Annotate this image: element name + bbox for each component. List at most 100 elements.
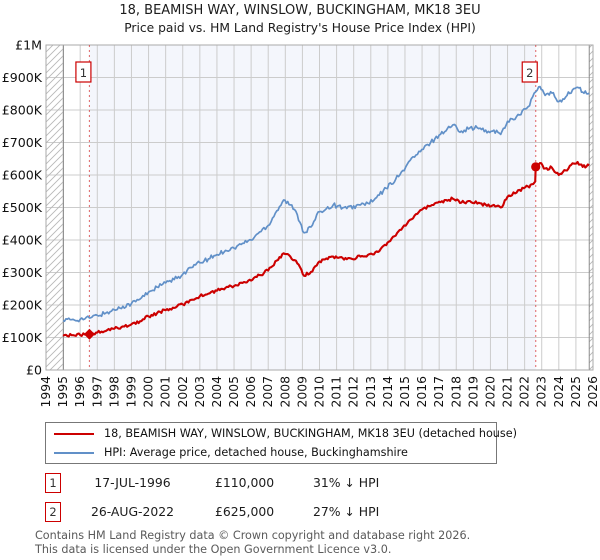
x-tick: 2020 xyxy=(482,376,497,408)
y-tick-label: £1M xyxy=(15,38,42,53)
x-tick-label: 2002 xyxy=(175,376,190,408)
chart-subtitle: Price paid vs. HM Land Registry's House … xyxy=(124,21,476,35)
x-tick-label: 2020 xyxy=(482,376,497,408)
x-tick: 2015 xyxy=(397,376,412,408)
x-tick-label: 2012 xyxy=(346,376,361,408)
x-tick-label: 2023 xyxy=(534,376,549,408)
x-tick-label: 2019 xyxy=(465,376,480,408)
x-tick-label: 2008 xyxy=(277,376,292,408)
series-line-property xyxy=(62,160,590,338)
series-line-hpi xyxy=(62,85,590,323)
transaction-number-badge: 1 xyxy=(45,473,61,493)
x-tick-label: 2022 xyxy=(517,376,532,408)
legend-swatch xyxy=(54,451,94,454)
sale-marker-1 xyxy=(83,328,95,340)
x-tick-label: 2007 xyxy=(260,376,275,408)
transaction-date: 26-AUG-2022 xyxy=(90,504,175,519)
copyright-line2: This data is licensed under the Open Gov… xyxy=(35,542,392,556)
x-tick: 2009 xyxy=(294,376,309,408)
transaction-price: £625,000 xyxy=(215,504,275,519)
y-tick-label: £500K xyxy=(2,200,43,215)
x-tick: 2018 xyxy=(448,376,463,408)
y-tick-label: £800K xyxy=(2,103,43,118)
x-tick: 1996 xyxy=(72,376,87,408)
x-tick-label: 2021 xyxy=(500,376,515,408)
sale-label-box-1 xyxy=(75,61,92,83)
price-chart-canvas: 1 2 £0 £100K £200K £300K £400K £500K £600K £700K £… xyxy=(2,38,600,408)
x-tick-label: 2011 xyxy=(329,376,344,408)
x-tick: 2008 xyxy=(277,376,292,408)
no-data-hatch xyxy=(589,45,593,370)
transaction-row-2: 2 26-AUG-2022 £625,000 27% ↓ HPI xyxy=(0,502,600,524)
x-tick: 2010 xyxy=(312,376,327,408)
legend-entry-1: HPI: Average price, detached house, Buck… xyxy=(46,443,496,462)
x-tick: 2025 xyxy=(568,376,583,408)
x-tick-label: 2016 xyxy=(414,376,429,408)
x-tick-label: 2014 xyxy=(380,376,395,408)
x-tick: 2016 xyxy=(414,376,429,408)
x-tick-label: 2005 xyxy=(226,376,241,408)
x-tick: 2019 xyxy=(465,376,480,408)
no-data-hatch xyxy=(46,45,64,370)
x-tick: 2011 xyxy=(329,376,344,408)
x-tick: 1999 xyxy=(123,376,138,408)
x-tick-label: 2003 xyxy=(192,376,207,408)
y-tick-label: £900K xyxy=(2,70,43,85)
x-tick: 2022 xyxy=(517,376,532,408)
x-tick: 2001 xyxy=(158,376,173,408)
x-tick-label: 2006 xyxy=(243,376,258,408)
x-tick-label: 1994 xyxy=(38,376,53,408)
sale-label-box-2 xyxy=(521,61,538,83)
x-tick: 2003 xyxy=(192,376,207,408)
y-tick-label: £300K xyxy=(2,265,43,280)
transaction-number-badge: 2 xyxy=(45,502,61,522)
x-tick: 2004 xyxy=(209,376,224,408)
transaction-vs-hpi: 27% ↓ HPI xyxy=(313,504,380,519)
x-tick-label: 1999 xyxy=(123,376,138,408)
x-tick: 1997 xyxy=(89,376,104,408)
y-tick-label: £0 xyxy=(26,363,42,378)
transaction-row-1: 1 17-JUL-1996 £110,000 31% ↓ HPI xyxy=(0,473,600,495)
sale-marker-2 xyxy=(531,162,541,172)
x-tick-label: 2017 xyxy=(431,376,446,408)
y-tick-label: £400K xyxy=(2,233,43,248)
y-tick-label: £200K xyxy=(2,298,43,313)
plot-border xyxy=(45,44,594,371)
x-tick-label: 2024 xyxy=(551,376,566,408)
chart-legend: 18, BEAMISH WAY, WINSLOW, BUCKINGHAM, MK… xyxy=(45,422,517,464)
legend-label: 18, BEAMISH WAY, WINSLOW, BUCKINGHAM, MK… xyxy=(104,427,517,440)
x-tick-label: 2025 xyxy=(568,376,583,408)
chart-title: 18, BEAMISH WAY, WINSLOW, BUCKINGHAM, MK… xyxy=(119,3,481,18)
x-tick-label: 2018 xyxy=(448,376,463,408)
x-tick: 2026 xyxy=(585,376,600,408)
x-tick: 2021 xyxy=(500,376,515,408)
x-tick-label: 2001 xyxy=(158,376,173,408)
x-tick-label: 2009 xyxy=(294,376,309,408)
x-tick: 2017 xyxy=(431,376,446,408)
y-tick-label: £100K xyxy=(2,330,43,345)
x-tick-label: 2000 xyxy=(141,376,156,408)
x-tick: 2012 xyxy=(346,376,361,408)
x-tick-label: 2010 xyxy=(312,376,327,408)
legend-label: HPI: Average price, detached house, Buck… xyxy=(104,446,408,459)
x-tick-label: 1996 xyxy=(72,376,87,408)
x-tick: 2006 xyxy=(243,376,258,408)
x-tick: 1998 xyxy=(106,376,121,408)
transaction-date: 17-JUL-1996 xyxy=(94,475,171,490)
sale-label-text-1: 1 xyxy=(80,66,87,80)
x-tick: 2005 xyxy=(226,376,241,408)
transaction-vs-hpi: 31% ↓ HPI xyxy=(313,475,380,490)
x-tick: 2013 xyxy=(363,376,378,408)
copyright-footer: Contains HM Land Registry data © Crown c… xyxy=(35,529,595,556)
x-tick: 2024 xyxy=(551,376,566,408)
legend-swatch xyxy=(54,432,94,435)
transaction-price: £110,000 xyxy=(215,475,275,490)
x-tick-label: 1995 xyxy=(55,376,70,408)
x-tick: 2014 xyxy=(380,376,395,408)
x-tick: 1994 xyxy=(38,376,53,408)
y-tick-label: £700K xyxy=(2,135,43,150)
x-tick-label: 2004 xyxy=(209,376,224,408)
sale-label-text-2: 2 xyxy=(526,66,533,80)
copyright-line1: Contains HM Land Registry data © Crown c… xyxy=(35,529,471,542)
x-tick: 2023 xyxy=(534,376,549,408)
